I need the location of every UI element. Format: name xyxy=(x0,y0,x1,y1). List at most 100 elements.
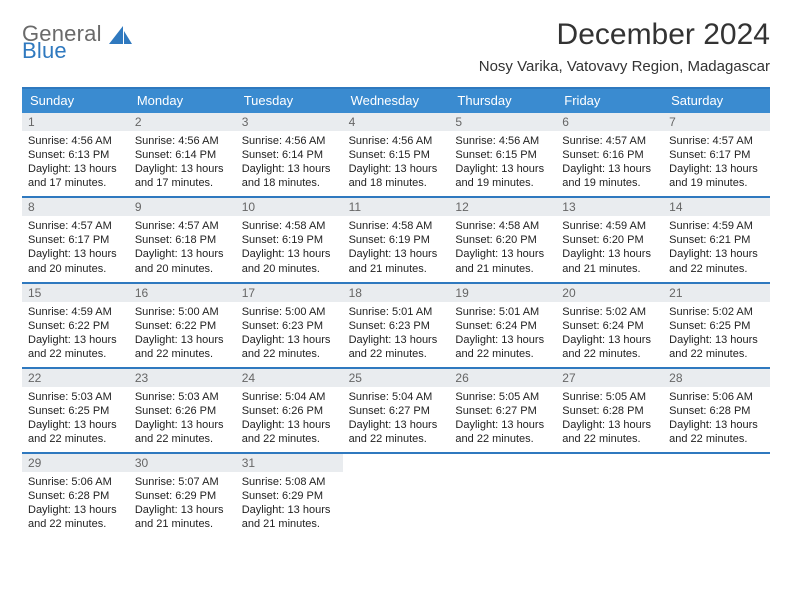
sunset-line: Sunset: 6:25 PM xyxy=(28,404,123,418)
sunrise-line: Sunrise: 4:57 AM xyxy=(562,134,657,148)
daylight-line: Daylight: 13 hours and 22 minutes. xyxy=(562,333,657,361)
page: General Blue December 2024 Nosy Varika, … xyxy=(0,0,792,548)
day-cell: 9Sunrise: 4:57 AMSunset: 6:18 PMDaylight… xyxy=(129,198,236,281)
day-cell: 26Sunrise: 5:05 AMSunset: 6:27 PMDayligh… xyxy=(449,369,556,452)
day-cell: 23 Sunrise: 5:03 AMSunset: 6:26 PMDayligh… xyxy=(129,369,236,452)
dow-header: Friday xyxy=(556,89,663,113)
calendar: SundayMondayTuesdayWednesdayThursdayFrid… xyxy=(22,87,770,538)
sunrise-line: Sunrise: 4:57 AM xyxy=(669,134,764,148)
day-number: 5 xyxy=(449,113,556,131)
day-number: 29 xyxy=(22,454,129,472)
sunset-line: Sunset: 6:14 PM xyxy=(242,148,337,162)
day-number: 6 xyxy=(556,113,663,131)
daylight-line: Daylight: 13 hours and 19 minutes. xyxy=(669,162,764,190)
daylight-line: Daylight: 13 hours and 22 minutes. xyxy=(455,333,550,361)
day-cell: 13Sunrise: 4:59 AMSunset: 6:20 PMDayligh… xyxy=(556,198,663,281)
day-cell: 31Sunrise: 5:08 AMSunset: 6:29 PMDayligh… xyxy=(236,454,343,537)
daylight-line: Daylight: 13 hours and 22 minutes. xyxy=(135,418,230,446)
brand-logo: General Blue xyxy=(22,18,134,62)
sunrise-line: Sunrise: 5:04 AM xyxy=(242,390,337,404)
day-cell: 8Sunrise: 4:57 AMSunset: 6:17 PMDaylight… xyxy=(22,198,129,281)
day-number: 3 xyxy=(236,113,343,131)
sunset-line: Sunset: 6:19 PM xyxy=(242,233,337,247)
sunrise-line: Sunrise: 5:01 AM xyxy=(455,305,550,319)
daylight-line: Daylight: 13 hours and 22 minutes. xyxy=(455,418,550,446)
sunrise-line: Sunrise: 4:56 AM xyxy=(28,134,123,148)
sunrise-line: Sunrise: 4:56 AM xyxy=(455,134,550,148)
day-cell: 10Sunrise: 4:58 AMSunset: 6:19 PMDayligh… xyxy=(236,198,343,281)
day-number: 30 xyxy=(129,454,236,472)
day-cell: 27Sunrise: 5:05 AMSunset: 6:28 PMDayligh… xyxy=(556,369,663,452)
sunset-line: Sunset: 6:28 PM xyxy=(28,489,123,503)
sunrise-line: Sunrise: 5:01 AM xyxy=(349,305,444,319)
day-number: 8 xyxy=(22,198,129,216)
weeks-container: 1Sunrise: 4:56 AMSunset: 6:13 PMDaylight… xyxy=(22,113,770,538)
day-number: 4 xyxy=(343,113,450,131)
dow-header: Thursday xyxy=(449,89,556,113)
day-number: 17 xyxy=(236,284,343,302)
day-cell: 14Sunrise: 4:59 AMSunset: 6:21 PMDayligh… xyxy=(663,198,770,281)
sunset-line: Sunset: 6:24 PM xyxy=(455,319,550,333)
sunset-line: Sunset: 6:29 PM xyxy=(242,489,337,503)
topbar: General Blue December 2024 Nosy Varika, … xyxy=(22,18,770,75)
sunset-line: Sunset: 6:28 PM xyxy=(669,404,764,418)
day-cell: 29Sunrise: 5:06 AMSunset: 6:28 PMDayligh… xyxy=(22,454,129,537)
daylight-line: Daylight: 13 hours and 17 minutes. xyxy=(28,162,123,190)
sunset-line: Sunset: 6:28 PM xyxy=(562,404,657,418)
day-number: 26 xyxy=(449,369,556,387)
daylight-line: Daylight: 13 hours and 21 minutes. xyxy=(349,247,444,275)
week-row: 29Sunrise: 5:06 AMSunset: 6:28 PMDayligh… xyxy=(22,454,770,537)
week-row: 8Sunrise: 4:57 AMSunset: 6:17 PMDaylight… xyxy=(22,198,770,283)
sunset-line: Sunset: 6:29 PM xyxy=(135,489,230,503)
daylight-line: Daylight: 13 hours and 22 minutes. xyxy=(669,418,764,446)
daylight-line: Daylight: 13 hours and 19 minutes. xyxy=(562,162,657,190)
sunrise-line: Sunrise: 5:07 AM xyxy=(135,475,230,489)
sunset-line: Sunset: 6:23 PM xyxy=(349,319,444,333)
sunset-line: Sunset: 6:13 PM xyxy=(28,148,123,162)
sunrise-line: Sunrise: 4:59 AM xyxy=(562,219,657,233)
daylight-line: Daylight: 13 hours and 21 minutes. xyxy=(562,247,657,275)
day-cell: 16Sunrise: 5:00 AMSunset: 6:22 PMDayligh… xyxy=(129,284,236,367)
day-cell: 20Sunrise: 5:02 AMSunset: 6:24 PMDayligh… xyxy=(556,284,663,367)
sunrise-line: Sunrise: 4:57 AM xyxy=(135,219,230,233)
sunrise-line: Sunrise: 4:56 AM xyxy=(349,134,444,148)
dow-header: Monday xyxy=(129,89,236,113)
sail-icon xyxy=(108,24,134,46)
daylight-line: Daylight: 13 hours and 22 minutes. xyxy=(28,503,123,531)
day-cell: 18 Sunrise: 5:01 AMSunset: 6:23 PMDayligh… xyxy=(343,284,450,367)
day-number: 21 xyxy=(663,284,770,302)
sunrise-line: Sunrise: 5:03 AM xyxy=(135,390,230,404)
day-number: 25 xyxy=(343,369,450,387)
dow-header: Sunday xyxy=(22,89,129,113)
daylight-line: Daylight: 13 hours and 22 minutes. xyxy=(349,333,444,361)
dow-header-row: SundayMondayTuesdayWednesdayThursdayFrid… xyxy=(22,89,770,113)
day-cell: 17Sunrise: 5:00 AMSunset: 6:23 PMDayligh… xyxy=(236,284,343,367)
day-cell: 30Sunrise: 5:07 AMSunset: 6:29 PMDayligh… xyxy=(129,454,236,537)
sunrise-line: Sunrise: 4:58 AM xyxy=(242,219,337,233)
sunrise-line: Sunrise: 4:56 AM xyxy=(242,134,337,148)
sunset-line: Sunset: 6:20 PM xyxy=(562,233,657,247)
day-number: 24 xyxy=(236,369,343,387)
daylight-line: Daylight: 13 hours and 17 minutes. xyxy=(135,162,230,190)
sunset-line: Sunset: 6:15 PM xyxy=(349,148,444,162)
header-right: December 2024 Nosy Varika, Vatovavy Regi… xyxy=(479,18,770,75)
day-number: 31 xyxy=(236,454,343,472)
week-row: 22Sunrise: 5:03 AMSunset: 6:25 PMDayligh… xyxy=(22,369,770,454)
day-number: 12 xyxy=(449,198,556,216)
day-number: 15 xyxy=(22,284,129,302)
sunrise-line: Sunrise: 4:57 AM xyxy=(28,219,123,233)
day-number: 2 xyxy=(129,113,236,131)
sunset-line: Sunset: 6:17 PM xyxy=(28,233,123,247)
daylight-line: Daylight: 13 hours and 18 minutes. xyxy=(349,162,444,190)
sunrise-line: Sunrise: 5:02 AM xyxy=(562,305,657,319)
day-number: 7 xyxy=(663,113,770,131)
day-number: 27 xyxy=(556,369,663,387)
day-number: 23 xyxy=(129,369,236,387)
sunset-line: Sunset: 6:26 PM xyxy=(135,404,230,418)
page-title: December 2024 xyxy=(479,18,770,52)
sunrise-line: Sunrise: 5:06 AM xyxy=(669,390,764,404)
day-number: 14 xyxy=(663,198,770,216)
day-cell: 5Sunrise: 4:56 AMSunset: 6:15 PMDaylight… xyxy=(449,113,556,196)
day-number: 18 xyxy=(343,284,450,302)
day-number: 20 xyxy=(556,284,663,302)
